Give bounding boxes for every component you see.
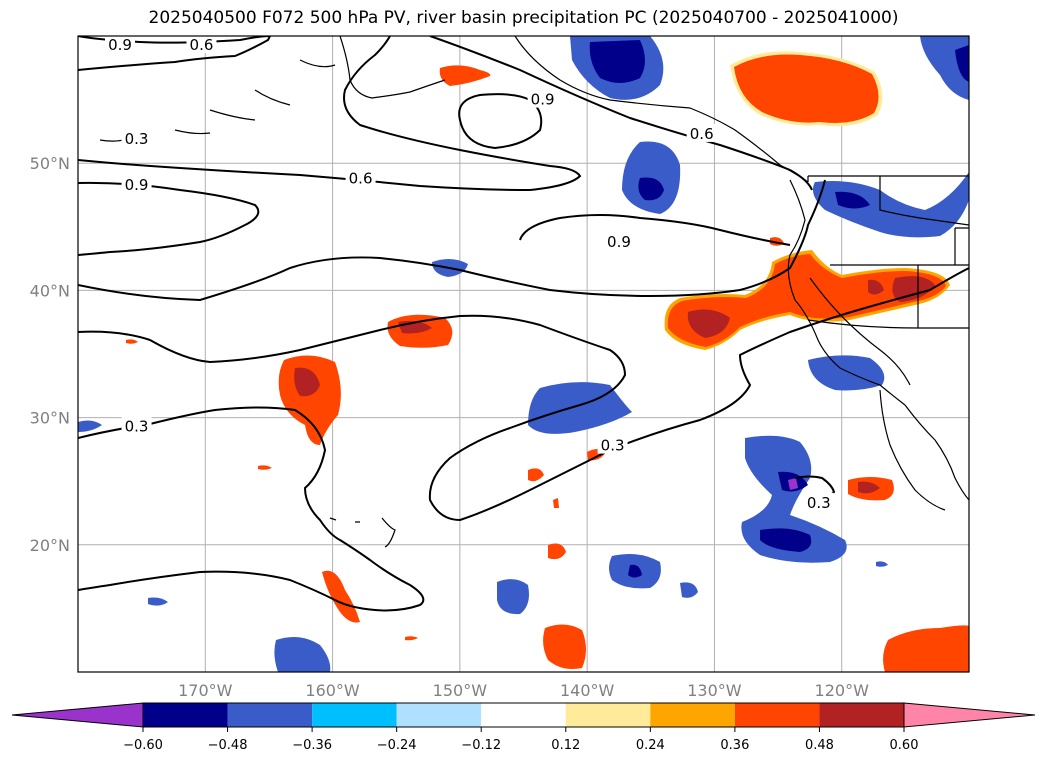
colorbar-outline: [142, 702, 905, 728]
lat-tick-label: 40°N: [30, 281, 70, 300]
colorbar-tick-label: −0.36: [292, 738, 332, 753]
contour-labels: 0.9 0.6 0.3 0.9 0.6 0.6 0.9 0.9 0.3 0.3 0.3: [105, 36, 834, 512]
colorbar-tick-label: 0.24: [636, 738, 665, 753]
contour-label-bg: [121, 416, 152, 435]
map-frame: [77, 35, 970, 673]
lat-tick-label: 50°N: [30, 154, 70, 173]
longitude-tick-labels: 170°W 160°W 150°W 140°W 130°W 120°W: [178, 681, 869, 700]
colorbar-segment: [396, 703, 482, 727]
colorbar-tick-label: 0.36: [720, 738, 749, 753]
colorbar-extend-low: [11, 702, 144, 728]
colorbar-segment: [227, 703, 313, 727]
contour-label-bg: [603, 232, 634, 251]
colorbar-tick-label: 0.60: [890, 738, 919, 753]
contour-label-bg: [597, 435, 628, 454]
contour-label-bg: [186, 36, 217, 53]
colorbar-segment: [650, 703, 735, 727]
colorbar-segment: [819, 703, 904, 727]
contour-label: 0.6: [349, 169, 373, 187]
lon-tick-label: 150°W: [433, 681, 488, 700]
colorbar-segment: [734, 703, 820, 727]
pv-contours: [78, 36, 969, 612]
contour-label: 0.9: [125, 176, 149, 194]
lat-tick-label: 20°N: [30, 536, 70, 555]
lon-tick-label: 120°W: [815, 681, 870, 700]
colorbar-extend-high: [903, 702, 1036, 728]
lon-tick-label: 160°W: [305, 681, 360, 700]
colorbar-segment: [312, 703, 397, 727]
contour-label-bg: [686, 123, 717, 142]
contour-label: 0.6: [690, 125, 714, 143]
colorbar-segment: [481, 703, 566, 727]
colorbar: −0.60 −0.48 −0.36 −0.24 −0.12 0.12 0.24 0.36 0.4…: [11, 702, 1036, 753]
colorbar-tick-label: −0.48: [208, 738, 248, 753]
contour-label: 0.9: [531, 91, 555, 109]
map-title: 2025040500 F072 500 hPa PV, river basin …: [148, 8, 899, 28]
lon-tick-label: 130°W: [687, 681, 742, 700]
lat-tick-label: 30°N: [30, 409, 70, 428]
contour-label: 0.3: [601, 437, 625, 455]
latitude-tick-labels: 20°N 30°N 40°N 50°N: [30, 154, 70, 555]
lon-tick-label: 170°W: [178, 681, 233, 700]
colorbar-segment: [143, 703, 228, 727]
contour-label-bg: [121, 129, 152, 148]
colorbar-tick-label: −0.12: [461, 738, 501, 753]
contour-label: 0.9: [607, 233, 631, 251]
colorbar-tick-label: 0.48: [805, 738, 834, 753]
contour-label: 0.6: [190, 36, 214, 54]
contour-label-bg: [803, 492, 834, 511]
lon-tick-label: 140°W: [560, 681, 615, 700]
contour-label: 0.9: [108, 36, 132, 54]
colorbar-tick-label: 0.12: [551, 738, 580, 753]
colorbar-segment: [565, 703, 651, 727]
colorbar-tick-label: −0.24: [377, 738, 417, 753]
contour-label-bg: [527, 89, 558, 108]
contour-label-bg: [105, 36, 136, 53]
contour-label-bg: [345, 168, 376, 187]
contour-label: 0.3: [807, 494, 831, 512]
contour-label: 0.3: [125, 418, 149, 436]
coastlines: [99, 36, 969, 548]
colorbar-tick-label: −0.60: [123, 738, 163, 753]
contour-label-bg: [121, 174, 152, 193]
map-area: [78, 36, 969, 672]
contour-label: 0.3: [125, 130, 149, 148]
